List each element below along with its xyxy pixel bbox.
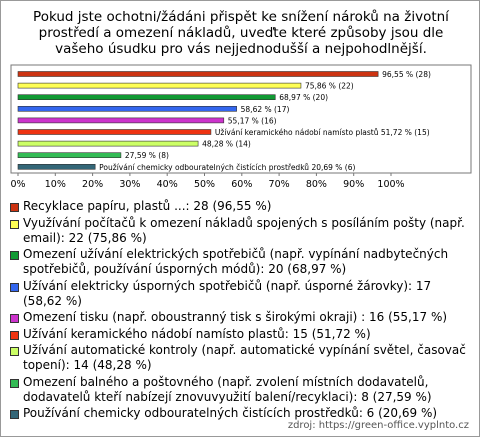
- legend-item: Omezení užívání elektrických spotřebičů …: [9, 247, 471, 277]
- legend-swatch: [10, 219, 19, 229]
- bar: [17, 140, 199, 147]
- legend-label: Recyklace papíru, plastů ...: 28 (96,55 …: [23, 199, 272, 213]
- bar: [17, 105, 237, 112]
- x-tick-label: 0%: [10, 179, 25, 190]
- legend-label: Využívání počítačů k omezení nákladů spo…: [23, 215, 465, 245]
- x-tick-label: 80%: [306, 179, 327, 190]
- value-label: 75,86 % (22): [305, 82, 354, 91]
- legend-label: Užívání automatické kontroly (např. auto…: [23, 343, 466, 372]
- source: zdroj: https://green-office.vyplnto.cz: [287, 420, 469, 431]
- bar: [17, 82, 302, 89]
- value-label: 55,17 % (16): [228, 116, 277, 125]
- legend-swatch: [10, 330, 19, 340]
- legend-item: Užívání elektricky úsporných spotřebičů …: [9, 279, 471, 309]
- legend-label: Omezení užívání elektrických spotřebičů …: [23, 247, 449, 276]
- legend-item: Využívání počítačů k omezení nákladů spo…: [9, 216, 471, 246]
- x-tick-label: 70%: [269, 179, 290, 190]
- value-label: 68,97 % (20): [279, 93, 328, 102]
- value-label: Používání chemicky odbouratelných čistíc…: [99, 163, 355, 172]
- legend-label: Omezení balného a poštovného (např. zvol…: [23, 374, 432, 404]
- legend-swatch: [10, 251, 19, 260]
- legend-swatch: [10, 314, 19, 323]
- x-tick-label: 50%: [194, 179, 215, 190]
- x-tick-label: 30%: [119, 179, 140, 190]
- legend-item: Používání chemicky odbouratelných čistíc…: [9, 406, 471, 421]
- bar: [17, 94, 276, 101]
- legend-item: Omezení tisku (např. oboustranný tisk s …: [9, 310, 471, 325]
- legend-label: Užívání elektricky úsporných spotřebičů …: [23, 278, 432, 308]
- value-label: 58,62 % (17): [241, 105, 290, 114]
- legend-label: Užívání keramického nádobí namísto plast…: [23, 326, 371, 341]
- bar: [17, 71, 379, 77]
- legend-label: Omezení tisku (např. oboustranný tisk s …: [23, 310, 448, 324]
- x-tick-label: 40%: [157, 179, 178, 190]
- legend-swatch: [10, 410, 19, 419]
- legend-swatch: [10, 378, 19, 388]
- value-label: 48,28 % (14): [202, 140, 251, 149]
- bar: [17, 152, 122, 158]
- legend-swatch: [10, 347, 19, 356]
- bar: [17, 164, 96, 170]
- legend: Recyklace papíru, plastů ...: 28 (96,55 …: [9, 199, 471, 423]
- plot: 0% 10% 20% 30% 40% 50% 60% 70% 80% 90% 100% 96,55 %…: [10, 64, 472, 190]
- x-tick-label: 90%: [343, 179, 364, 190]
- bar: [17, 129, 212, 135]
- legend-swatch: [10, 203, 19, 212]
- value-label: 27,59 % (8): [125, 151, 169, 160]
- value-label: Užívání keramického nádobí namísto plast…: [215, 128, 430, 137]
- bar: [17, 117, 225, 124]
- x-tick-label: 20%: [82, 179, 103, 190]
- chart-title: Pokud jste ochotni/žádáni přispět ke sní…: [33, 9, 449, 57]
- x-tick-label: 10%: [45, 179, 66, 190]
- legend-swatch: [10, 282, 19, 292]
- legend-label: Používání chemicky odbouratelných čistíc…: [23, 406, 438, 420]
- value-label: 96,55 % (28): [382, 70, 431, 79]
- legend-item: Omezení balného a poštovného (např. zvol…: [9, 375, 471, 405]
- x-tick-label: 60%: [231, 179, 252, 190]
- x-tick-label: 100%: [377, 179, 404, 190]
- legend-item: Užívání keramického nádobí namísto plast…: [9, 327, 471, 342]
- legend-item: Užívání automatické kontroly (např. auto…: [9, 343, 471, 373]
- legend-item: Recyklace papíru, plastů ...: 28 (96,55 …: [9, 199, 471, 214]
